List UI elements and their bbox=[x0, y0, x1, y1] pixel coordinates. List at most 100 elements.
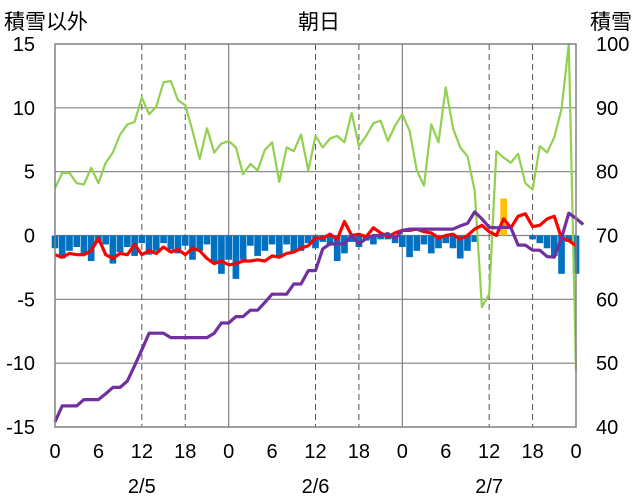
x-tick-label: 6 bbox=[93, 441, 104, 463]
date-labels: 2/5 2/6 2/7 bbox=[128, 476, 503, 498]
precip-bar bbox=[304, 235, 312, 244]
precip-bar bbox=[406, 235, 413, 258]
purple-series-line bbox=[53, 210, 585, 423]
precip-bar bbox=[225, 235, 232, 260]
precip-bar bbox=[536, 235, 544, 244]
x-tick-label: 12 bbox=[304, 441, 326, 463]
precip-bar bbox=[543, 235, 551, 249]
left-tick-label: -5 bbox=[17, 289, 35, 311]
x-tick-label: 0 bbox=[49, 441, 60, 463]
precip-bar bbox=[297, 235, 305, 251]
precip-bar bbox=[138, 235, 146, 244]
precip-bar bbox=[355, 235, 363, 247]
precip-bar bbox=[290, 235, 298, 253]
left-tick-label: -10 bbox=[6, 353, 35, 375]
precip-bar bbox=[196, 235, 204, 251]
precip-bar bbox=[456, 235, 464, 259]
precip-bar bbox=[275, 235, 283, 256]
x-tick-label: 18 bbox=[521, 441, 543, 463]
chart-title: 朝日 bbox=[298, 11, 340, 34]
precip-bar bbox=[550, 235, 558, 256]
right-axis-label: 積雪 bbox=[590, 11, 632, 34]
series-lines bbox=[53, 42, 585, 423]
precip-bar bbox=[181, 235, 189, 246]
precip-bar bbox=[283, 235, 290, 245]
precip-bar bbox=[247, 235, 254, 246]
x-tick-label: 18 bbox=[174, 441, 196, 463]
precip-bar bbox=[399, 235, 406, 247]
x-tick-label: 6 bbox=[267, 441, 278, 463]
red-series-line bbox=[54, 212, 577, 267]
precip-bar bbox=[464, 235, 471, 251]
precip-bar bbox=[413, 235, 421, 251]
precip-bar bbox=[565, 235, 573, 242]
precip-bar bbox=[558, 235, 565, 274]
right-tick-label: 70 bbox=[596, 226, 618, 248]
precip-bar bbox=[268, 235, 276, 245]
precip-bar bbox=[261, 235, 269, 251]
precip-bar bbox=[167, 235, 175, 250]
precip-bar bbox=[124, 235, 131, 247]
precip-bar bbox=[145, 235, 153, 255]
precip-bar bbox=[109, 235, 117, 264]
x-tick-label: 6 bbox=[440, 441, 451, 463]
precip-bar bbox=[73, 235, 81, 247]
precip-bar bbox=[442, 235, 450, 244]
x-tick-label: 12 bbox=[478, 441, 500, 463]
precip-bar bbox=[427, 235, 435, 254]
precip-bar bbox=[326, 235, 334, 246]
precip-bar bbox=[102, 235, 109, 245]
precip-bar bbox=[203, 235, 211, 245]
right-tick-label: 90 bbox=[596, 98, 618, 120]
date-label: 2/7 bbox=[475, 476, 503, 498]
left-tick-label: 0 bbox=[24, 226, 35, 248]
precip-bar bbox=[500, 198, 507, 236]
green-series-line bbox=[54, 42, 578, 371]
precip-bar bbox=[116, 235, 124, 253]
precip-bar bbox=[174, 235, 182, 254]
precip-bar bbox=[370, 235, 377, 245]
precip-bar bbox=[210, 235, 218, 264]
precip-bar bbox=[435, 235, 442, 249]
precip-bar bbox=[218, 235, 225, 274]
precip-bar bbox=[80, 235, 88, 255]
left-tick-label: -15 bbox=[6, 417, 35, 439]
x-tick-label: 0 bbox=[397, 441, 408, 463]
right-tick-label: 60 bbox=[596, 289, 618, 311]
right-tick-label: 50 bbox=[596, 353, 618, 375]
plot-frame bbox=[54, 43, 577, 428]
precip-bar bbox=[239, 235, 247, 260]
x-tick-label: 12 bbox=[131, 441, 153, 463]
right-tick-labels: 100 90 80 70 60 50 40 bbox=[596, 34, 629, 439]
precip-bar bbox=[529, 235, 536, 240]
left-tick-labels: 15 10 5 0 -5 -10 -15 bbox=[6, 34, 35, 439]
precip-bar bbox=[348, 235, 356, 242]
x-tick-label: 0 bbox=[570, 441, 581, 463]
precip-bar bbox=[377, 235, 384, 240]
left-tick-label: 15 bbox=[13, 34, 35, 56]
right-tick-label: 80 bbox=[596, 162, 618, 184]
x-tick-label: 0 bbox=[223, 441, 234, 463]
right-tick-label: 100 bbox=[596, 34, 629, 56]
precip-bar bbox=[152, 235, 160, 251]
precip-bar bbox=[333, 235, 341, 262]
precipitation-bars bbox=[51, 198, 580, 279]
precip-bar bbox=[312, 235, 319, 249]
precip-bar bbox=[66, 235, 73, 251]
precip-bar bbox=[254, 235, 261, 256]
left-tick-label: 10 bbox=[13, 98, 35, 120]
precip-bar bbox=[420, 235, 428, 245]
date-label: 2/5 bbox=[128, 476, 156, 498]
left-axis-label: 積雪以外 bbox=[4, 11, 88, 34]
precip-bar bbox=[232, 235, 240, 279]
precip-bar bbox=[160, 235, 167, 244]
precip-bar bbox=[449, 235, 457, 249]
x-tick-label: 18 bbox=[348, 441, 370, 463]
precip-bar bbox=[58, 235, 66, 259]
right-tick-label: 40 bbox=[596, 417, 618, 439]
x-tick-labels: 0 6 12 18 0 6 12 18 0 6 12 18 0 bbox=[49, 441, 581, 463]
left-tick-label: 5 bbox=[24, 162, 35, 184]
precip-bar bbox=[471, 235, 479, 242]
date-label: 2/6 bbox=[302, 476, 330, 498]
